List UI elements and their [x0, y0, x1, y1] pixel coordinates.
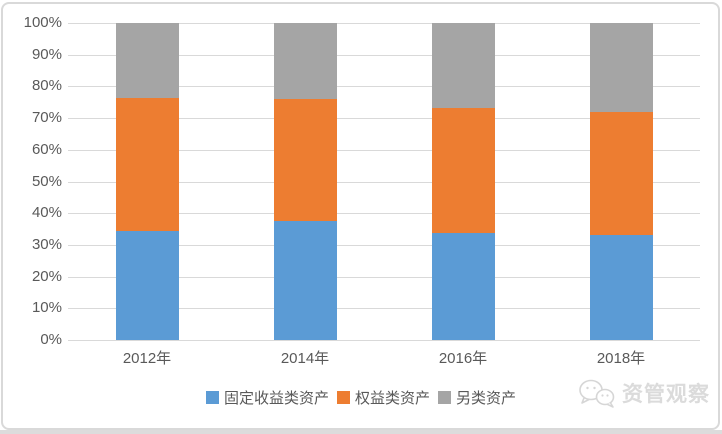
gridline-60%: [68, 150, 700, 151]
gridline-10%: [68, 308, 700, 309]
bar-segment-固定收益类资产: [590, 235, 653, 340]
bar-segment-权益类资产: [274, 99, 337, 222]
gridline-80%: [68, 86, 700, 87]
x-tick-label: 2014年: [280, 350, 330, 367]
chat-bubbles-icon: [579, 379, 615, 408]
legend-label: 另类资产: [456, 390, 517, 407]
legend-swatch: [336, 391, 350, 404]
y-tick-label: 100%: [23, 14, 62, 31]
gridline-30%: [68, 245, 700, 246]
y-tick-label: 60%: [31, 141, 62, 158]
y-tick-label: 40%: [31, 204, 62, 221]
y-tick-label: 90%: [31, 46, 62, 63]
bar-segment-权益类资产: [116, 98, 179, 231]
watermark: 资管观察: [577, 378, 710, 408]
bar-segment-另类资产: [432, 23, 495, 108]
bar-segment-另类资产: [116, 23, 179, 99]
bar-segment-另类资产: [590, 23, 653, 113]
legend-label: 权益类资产: [354, 390, 430, 407]
y-tick-label: 50%: [31, 173, 62, 190]
watermark-text: 资管观察: [622, 383, 710, 406]
gridline-50%: [68, 182, 700, 183]
bottom-border-band: [0, 430, 722, 434]
x-axis: 2012年 2014年 2016年 2018年: [68, 347, 700, 367]
bar-2018年: [590, 23, 653, 340]
bar-segment-固定收益类资产: [432, 232, 495, 340]
legend: 固定收益类资产 权益类资产 另类资产: [0, 387, 722, 408]
y-axis: 0% 10% 20% 30% 40% 50% 60% 70% 80% 90% 100%: [10, 15, 62, 348]
bar-segment-固定收益类资产: [274, 221, 337, 340]
legend-item-固定收益类资产: 固定收益类资产: [205, 387, 329, 408]
y-tick-label: 80%: [31, 77, 62, 94]
bar-segment-权益类资产: [590, 112, 653, 236]
y-tick-label: 70%: [31, 109, 62, 126]
bar-segment-固定收益类资产: [116, 230, 179, 340]
plot-area: [68, 23, 700, 341]
gridline-0%: [68, 340, 700, 341]
bar-segment-权益类资产: [432, 107, 495, 233]
gridline-20%: [68, 277, 700, 278]
y-tick-label: 20%: [31, 268, 62, 285]
legend-swatch: [205, 391, 219, 404]
legend-label: 固定收益类资产: [223, 390, 329, 407]
gridline-40%: [68, 213, 700, 214]
bar-2014年: [274, 23, 337, 340]
legend-item-权益类资产: 权益类资产: [336, 387, 430, 408]
y-tick-label: 0%: [40, 331, 62, 348]
gridline-90%: [68, 55, 700, 56]
x-tick-label: 2012年: [122, 350, 172, 367]
gridline-70%: [68, 118, 700, 119]
x-tick-label: 2018年: [596, 350, 646, 367]
x-tick-label: 2016年: [438, 350, 488, 367]
legend-item-另类资产: 另类资产: [438, 387, 516, 408]
bar-2016年: [432, 23, 495, 340]
y-tick-label: 10%: [31, 299, 62, 316]
bar-2012年: [116, 23, 179, 340]
bar-segment-另类资产: [274, 23, 337, 100]
gridline-100%: [68, 23, 700, 24]
y-tick-label: 30%: [31, 236, 62, 253]
legend-swatch: [438, 391, 451, 404]
